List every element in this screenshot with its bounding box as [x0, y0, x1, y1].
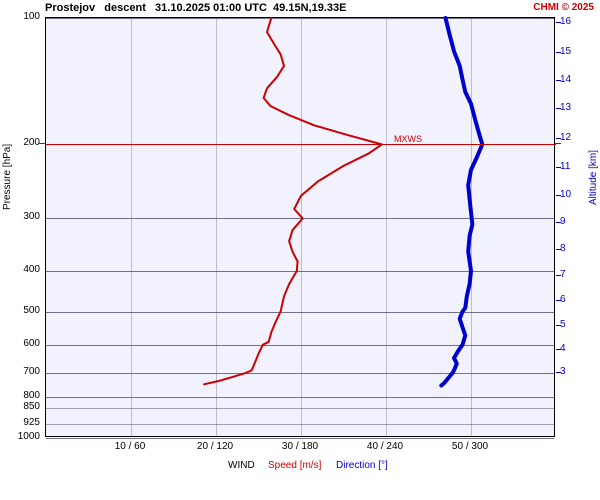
altitude-tickmark — [556, 194, 561, 196]
x-tick-10: 10 / 60 — [114, 441, 146, 452]
pressure-tick-1000: 1000 — [17, 431, 40, 442]
station-title: Prostejov descent 31.10.2025 01:00 UTC 4… — [45, 2, 347, 14]
altitude-tickmark — [556, 372, 561, 374]
altitude-tick-13: 13 — [560, 102, 572, 114]
altitude-tickmark — [556, 249, 561, 251]
copyright-label: CHMI © 2025 — [533, 2, 594, 13]
mxws-label: MXWS — [394, 134, 422, 145]
x-tick-30: 30 / 180 — [281, 441, 319, 452]
altitude-tick-8: 8 — [560, 243, 566, 255]
gridline-x — [301, 18, 302, 436]
plot-area: MXWS — [45, 16, 556, 439]
x-tick-40: 40 / 240 — [366, 441, 404, 452]
gridline-pressure — [46, 18, 554, 19]
x-legend-row: WIND Speed [m/s] Direction [°] — [0, 460, 600, 474]
x-tick-50: 50 / 300 — [451, 441, 489, 452]
legend-speed: Speed [m/s] — [268, 460, 322, 471]
altitude-tick-5: 5 — [560, 318, 566, 330]
altitude-tickmark — [556, 22, 561, 24]
gridline-pressure — [46, 344, 554, 346]
altitude-tick-4: 4 — [560, 342, 566, 354]
pressure-tick-200: 200 — [23, 137, 40, 149]
altitude-tick-9: 9 — [560, 216, 566, 228]
altitude-tickmark — [556, 166, 561, 168]
gridline-x — [386, 18, 387, 436]
altitude-tick-3: 3 — [560, 366, 566, 378]
gridline-pressure — [46, 218, 554, 220]
legend-direction: Direction [°] — [336, 460, 388, 471]
pressure-tick-500: 500 — [23, 304, 40, 316]
right-axis-label: Altitude [km] — [588, 149, 599, 205]
altitude-tickmark — [556, 79, 561, 81]
altitude-tick-14: 14 — [560, 73, 572, 85]
gridline-x — [131, 18, 132, 436]
altitude-tickmark — [556, 274, 561, 276]
altitude-tick-15: 15 — [560, 45, 572, 57]
speed-curve — [203, 17, 383, 386]
pressure-tick-925: 925 — [23, 416, 40, 428]
gridline-pressure — [46, 423, 554, 425]
altitude-tick-7: 7 — [560, 268, 566, 280]
pressure-tick-600: 600 — [23, 337, 40, 349]
mxws-right-tick — [555, 143, 561, 145]
altitude-tick-12: 12 — [560, 131, 572, 143]
mxws-left-tick — [39, 143, 45, 145]
altitude-tickmark — [556, 51, 561, 53]
altitude-tick-10: 10 — [560, 188, 572, 200]
pressure-tick-300: 300 — [23, 211, 40, 223]
gridline-pressure — [46, 311, 554, 313]
direction-curve — [439, 16, 485, 388]
x-tick-20: 20 / 120 — [196, 441, 234, 452]
altitude-tick-11: 11 — [560, 160, 571, 172]
legend-wind: WIND — [228, 460, 255, 471]
altitude-tickmark — [556, 137, 561, 139]
altitude-tickmark — [556, 348, 561, 350]
chart-header: Prostejov descent 31.10.2025 01:00 UTC 4… — [0, 2, 600, 18]
curves-svg — [203, 16, 485, 388]
pressure-tick-700: 700 — [23, 365, 40, 377]
pressure-tick-800: 800 — [23, 390, 40, 402]
altitude-tick-16: 16 — [560, 16, 572, 28]
gridline-pressure — [46, 270, 554, 272]
pressure-tick-100: 100 — [23, 11, 40, 22]
y-axis-label: Pressure [hPa] — [2, 143, 13, 210]
gridline-pressure — [46, 408, 554, 410]
pressure-tick-850: 850 — [23, 401, 40, 413]
gridline-pressure — [46, 372, 554, 374]
gridline-pressure — [46, 397, 554, 399]
altitude-tick-6: 6 — [560, 294, 566, 306]
pressure-tick-400: 400 — [23, 263, 40, 275]
gridline-x — [216, 18, 217, 436]
altitude-tickmark — [556, 324, 561, 326]
altitude-tickmark — [556, 300, 561, 302]
altitude-tickmark — [556, 108, 561, 110]
altitude-tickmark — [556, 222, 561, 224]
gridline-pressure — [46, 438, 554, 439]
mxws-level-line — [46, 144, 556, 146]
